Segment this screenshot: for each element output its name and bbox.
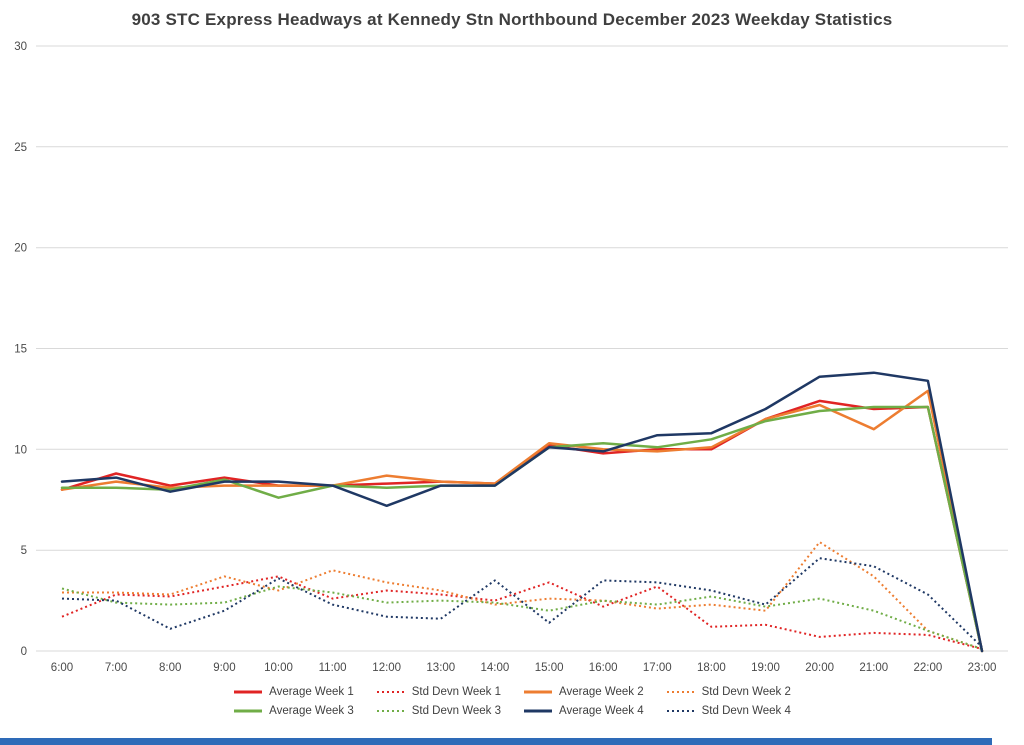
legend-label: Std Devn Week 4	[701, 705, 791, 717]
legend-label: Average Week 2	[559, 686, 644, 698]
legend-marker-line	[666, 710, 695, 712]
legend-item-average-week-3: Average Week 3	[233, 705, 354, 717]
chart-plot-area: 0 5 10 15 20 25 30 6:00 7:00 8:00 9:00 10:00 11:00 12…	[14, 41, 1008, 674]
x-axis-tick-label: 23:00	[968, 662, 997, 674]
x-axis-tick-label: 20:00	[805, 662, 834, 674]
x-axis-tick-label: 21:00	[859, 662, 888, 674]
x-axis-tick-label: 17:00	[643, 662, 672, 674]
legend-item-std-devn-week-3: Std Devn Week 3	[376, 705, 501, 717]
series-line-average-week-2	[60, 389, 984, 653]
legend-marker-line	[234, 690, 263, 694]
legend-label: Std Devn Week 2	[701, 686, 791, 698]
y-axis-tick-label: 5	[21, 545, 27, 557]
series-line-average-week-4	[60, 371, 984, 653]
legend-marker-line	[376, 710, 405, 712]
x-axis-tick-label: 19:00	[751, 662, 780, 674]
series-line-std-devn-week-1	[61, 575, 983, 650]
legend-row: Average Week 1 Std Devn Week 1 Average Wee…	[233, 686, 791, 698]
x-axis-tick-label: 13:00	[426, 662, 455, 674]
x-axis-tick-label: 10:00	[264, 662, 293, 674]
x-axis-tick-label: 7:00	[105, 662, 127, 674]
x-axis-tick-label: 6:00	[51, 662, 73, 674]
x-axis-tick-label: 15:00	[535, 662, 564, 674]
legend-item-average-week-1: Average Week 1	[233, 686, 354, 698]
chart-legend: Average Week 1 Std Devn Week 1 Average Wee…	[0, 686, 1024, 717]
x-axis-tick-label: 9:00	[213, 662, 235, 674]
legend-label: Average Week 1	[269, 686, 354, 698]
y-axis-tick-label: 30	[14, 41, 27, 53]
legend-marker-line	[376, 691, 405, 693]
x-axis-tick-label: 16:00	[589, 662, 618, 674]
x-axis-tick-label: 18:00	[697, 662, 726, 674]
legend-item-std-devn-week-4: Std Devn Week 4	[666, 705, 791, 717]
y-axis-tick-label: 20	[14, 243, 27, 255]
legend-label: Average Week 3	[269, 705, 354, 717]
legend-item-std-devn-week-2: Std Devn Week 2	[666, 686, 791, 698]
legend-label: Average Week 4	[559, 705, 644, 717]
x-axis-tick-label: 11:00	[319, 662, 347, 674]
legend-marker-line	[524, 709, 552, 713]
legend-item-std-devn-week-1: Std Devn Week 1	[376, 686, 501, 698]
x-axis-tick-label: 8:00	[159, 662, 181, 674]
y-axis-tick-label: 10	[14, 444, 27, 456]
legend-marker-line	[234, 709, 263, 713]
series-line-std-devn-week-3	[61, 585, 983, 650]
legend-item-average-week-2: Average Week 2	[523, 686, 644, 698]
legend-label: Std Devn Week 3	[411, 705, 501, 717]
y-axis-tick-label: 25	[14, 142, 27, 154]
bottom-bar	[0, 738, 992, 745]
chart-title: 903 STC Express Headways at Kennedy Stn …	[131, 10, 893, 29]
series-line-average-week-1	[60, 399, 984, 653]
y-axis-tick-label: 15	[14, 344, 27, 356]
x-axis-tick-label: 22:00	[914, 662, 943, 674]
legend-marker-line	[666, 691, 695, 693]
y-axis-tick-label: 0	[21, 646, 27, 658]
series-line-average-week-3	[60, 405, 984, 653]
legend-label: Std Devn Week 1	[411, 686, 501, 698]
x-axis-tick-label: 12:00	[372, 662, 401, 674]
legend-item-average-week-4: Average Week 4	[523, 705, 644, 717]
legend-row: Average Week 3 Std Devn Week 3 Average Wee…	[233, 705, 791, 717]
series-line-std-devn-week-4	[61, 557, 983, 648]
legend-marker-line	[524, 690, 552, 694]
x-axis-tick-label: 14:00	[481, 662, 510, 674]
series-line-std-devn-week-2	[62, 541, 983, 650]
